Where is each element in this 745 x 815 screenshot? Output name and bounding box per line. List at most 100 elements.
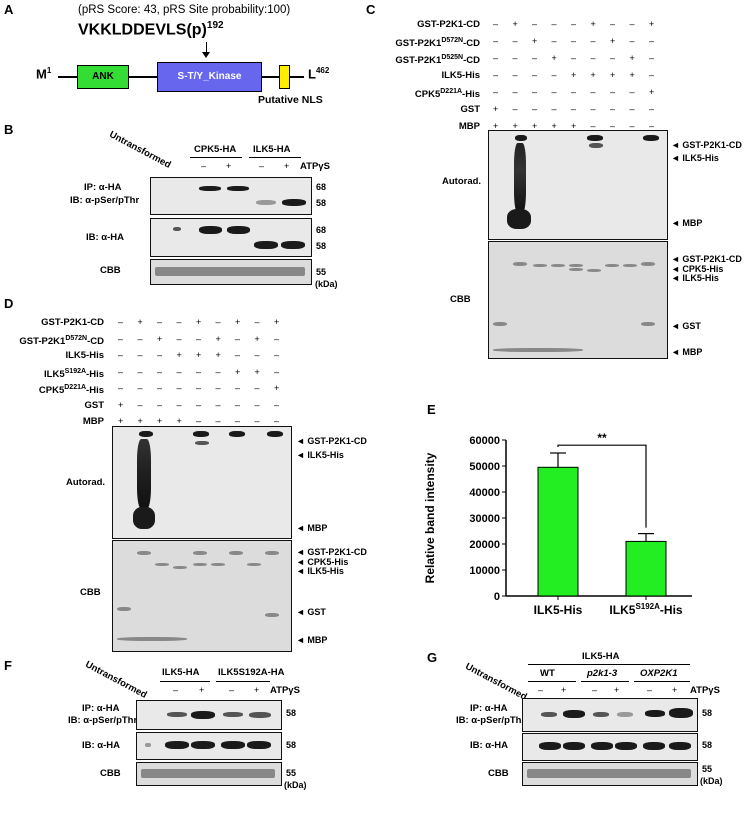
treatment-sign: – <box>176 333 182 344</box>
row-label: CBB <box>80 587 101 598</box>
unit-label: (kDa) <box>315 279 338 289</box>
treatment-sign: + <box>649 19 655 29</box>
treatment-sign: + <box>196 350 202 360</box>
treatment-sign: – <box>137 383 143 393</box>
unit-label: (kDa) <box>700 776 723 786</box>
group-line <box>160 681 210 682</box>
panel-label: E <box>427 402 436 417</box>
treatment-sign: – <box>274 333 280 344</box>
band-arrow: ◄ GST <box>671 321 701 331</box>
row-label: IB: α-HA <box>86 232 125 243</box>
atp-label: ATPγS <box>300 161 330 172</box>
treatment-sign: + <box>590 19 596 29</box>
band-arrow: ◄ ILK5-His <box>296 566 344 576</box>
treatment-row-label: CPK5D221A-His <box>38 384 104 397</box>
mw-marker: 58 <box>316 241 327 251</box>
band-arrow: ◄ MBP <box>671 218 703 228</box>
band-arrow: ◄ GST-P2K1-CD <box>671 140 742 150</box>
group-line <box>581 681 629 682</box>
treatment-sign: – <box>235 350 241 360</box>
treatment-sign: + <box>649 87 655 97</box>
treatment-sign: + <box>493 104 499 114</box>
sign: + <box>284 161 290 171</box>
treatment-sign: – <box>629 121 635 131</box>
row-label: IP: α-HA <box>82 703 120 714</box>
mw-marker: 58 <box>702 708 713 718</box>
treatment-sign: – <box>176 317 182 327</box>
row-label: Autorad. <box>66 477 106 488</box>
untransformed-label: Untransformed <box>463 661 529 703</box>
treatment-sign: – <box>137 366 143 377</box>
treatment-sign: + <box>254 333 260 344</box>
untransformed-label: Untransformed <box>83 659 149 701</box>
treatment-sign: – <box>118 383 124 393</box>
treatment-sign: – <box>274 416 280 426</box>
treatment-sign: – <box>551 19 557 29</box>
treatment-sign: – <box>118 350 124 360</box>
treatment-sign: – <box>157 399 163 410</box>
treatment-sign: – <box>649 36 655 46</box>
treatment-sign: + <box>196 317 202 327</box>
treatment-sign: – <box>590 104 596 114</box>
blot-ha <box>136 732 282 760</box>
treatment-sign: – <box>137 399 143 410</box>
treatment-sign: – <box>493 19 499 29</box>
row-label: CBB <box>450 294 471 305</box>
band-arrow: ◄ GST <box>296 607 326 617</box>
treatment-sign: – <box>512 70 518 80</box>
treatment-sign: – <box>551 36 557 46</box>
treatment-sign: + <box>254 366 260 377</box>
row-label: IP: α-HA <box>470 703 508 714</box>
panel-label: D <box>4 296 14 311</box>
treatment-sign: + <box>215 333 221 344</box>
treatment-sign: – <box>610 87 616 97</box>
treatment-sign: + <box>118 416 124 426</box>
top-group-label: ILK5-HA <box>582 651 620 662</box>
group-label: OXP2K1 <box>640 668 678 679</box>
treatment-sign: – <box>254 317 260 327</box>
group-label: p2k1-3 <box>587 668 618 679</box>
prs-score: (pRS Score: 43, pRS Site probability:100… <box>78 4 291 16</box>
mw-marker: 58 <box>286 708 297 718</box>
treatment-sign: + <box>176 350 182 360</box>
treatment-sign: – <box>532 53 538 63</box>
treatment-sign: – <box>610 121 616 131</box>
sign: – <box>538 685 544 695</box>
group-line <box>216 681 270 682</box>
treatment-sign: – <box>493 87 499 97</box>
treatment-sign: – <box>629 104 635 114</box>
panel-label: C <box>366 2 376 17</box>
row-label: IB: α-pSer/pThr <box>70 195 140 206</box>
treatment-sign: + <box>532 121 538 131</box>
group-line <box>190 157 242 158</box>
autorad-blot <box>488 130 668 240</box>
treatment-sign: – <box>274 399 280 410</box>
y-tick-label: 50000 <box>469 461 500 473</box>
treatment-sign: – <box>235 333 241 344</box>
y-tick-label: 20000 <box>469 539 500 551</box>
treatment-sign: – <box>176 366 182 377</box>
band-arrow: ◄ CPK5-His <box>671 264 724 274</box>
blot-cbb <box>150 259 312 285</box>
treatment-sign: – <box>532 19 538 29</box>
treatment-sign: + <box>590 70 596 80</box>
treatment-sign: – <box>215 416 221 426</box>
treatment-sign: – <box>649 121 655 131</box>
group-line <box>528 681 576 682</box>
treatment-sign: – <box>215 399 221 410</box>
treatment-sign: – <box>157 366 163 377</box>
treatment-sign: – <box>235 416 241 426</box>
treatment-sign: – <box>215 383 221 393</box>
treatment-sign: – <box>512 36 518 46</box>
treatment-sign: – <box>493 70 499 80</box>
treatment-sign: + <box>157 416 163 426</box>
y-tick-label: 60000 <box>469 435 500 447</box>
panel-label: B <box>4 122 14 137</box>
row-label: IP: α-HA <box>84 182 122 193</box>
treatment-sign: – <box>532 87 538 97</box>
treatment-sign: – <box>590 121 596 131</box>
panel-label: G <box>427 650 438 665</box>
treatment-row-label: CPK5D221A-His <box>414 88 480 101</box>
sign: – <box>229 685 235 695</box>
treatment-sign: – <box>215 317 221 327</box>
